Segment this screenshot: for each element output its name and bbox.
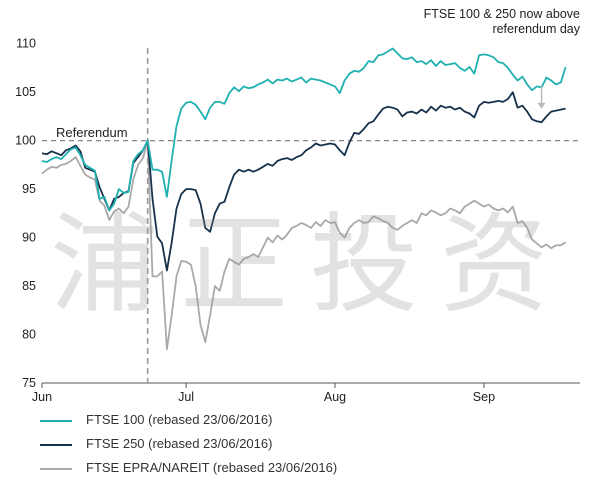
y-tick-label-90: 90 [22,231,36,245]
x-tick-label-jun: Jun [32,390,52,404]
legend-swatch-ftse-100 [40,420,72,422]
legend-label-ftse-250: FTSE 250 (rebased 23/06/2016) [86,436,273,451]
ftse-epra-nareit-line [41,139,567,351]
y-tick-label-100: 100 [15,134,36,148]
x-tick-label-jul: Jul [178,390,194,404]
chart-annotation: FTSE 100 & 250 now above referendum day [423,7,580,36]
y-tick-label-85: 85 [22,279,36,293]
ftse-250-line [41,91,566,272]
legend-swatch-ftse-epra-nareit [40,468,72,470]
referendum-label: Referendum [56,125,128,140]
x-tick-label-aug: Aug [324,390,346,404]
y-tick-label-105: 105 [15,85,36,99]
annotation-arrowhead [537,102,546,109]
y-tick-label-110: 110 [16,37,36,51]
ftse-100-line [41,47,567,212]
y-tick-label-80: 80 [22,328,36,342]
legend-label-ftse-100: FTSE 100 (rebased 23/06/2016) [86,412,273,427]
y-tick-label-95: 95 [22,182,36,196]
legend-label-ftse-epra-nareit: FTSE EPRA/NAREIT (rebased 23/06/2016) [86,460,338,475]
y-tick-label-75: 75 [22,376,36,390]
legend-swatch-ftse-250 [40,444,72,446]
x-tick-label-sep: Sep [473,390,495,404]
